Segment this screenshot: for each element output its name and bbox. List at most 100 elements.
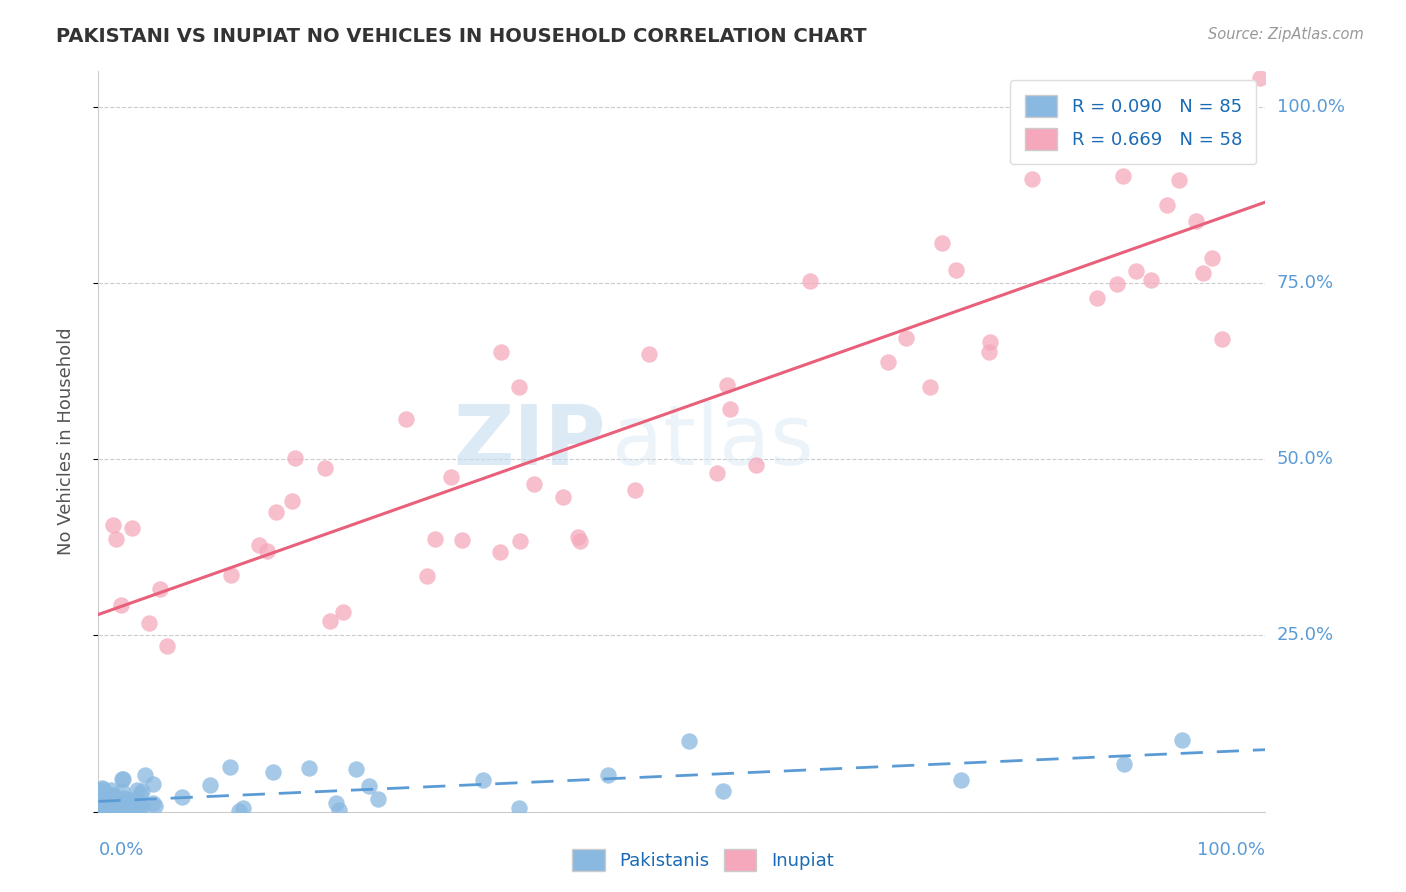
Point [101,518,124,533]
Point [624,483,647,497]
Point [93,789,115,803]
Point [1112,756,1135,771]
Point [918,379,941,393]
Point [142,797,165,811]
Point [523,477,546,491]
Point [100,788,122,802]
Point [97,793,120,807]
Point [1209,130,1232,145]
Point [711,783,734,797]
Point [228,804,250,818]
Point [148,582,170,596]
Point [231,801,253,815]
Point [1201,251,1223,265]
Text: 0.0%: 0.0% [98,841,143,859]
Point [416,569,439,583]
Text: Source: ZipAtlas.com: Source: ZipAtlas.com [1208,27,1364,42]
Point [94,798,117,813]
Point [97,796,120,810]
Point [894,330,917,344]
Point [121,521,143,535]
Point [112,790,135,805]
Point [799,274,821,288]
Point [142,777,165,791]
Point [678,734,700,748]
Point [121,800,143,814]
Point [472,772,495,787]
Point [105,532,128,546]
Point [170,789,193,804]
Point [247,538,270,552]
Point [90,799,112,814]
Point [131,783,153,797]
Point [156,639,179,653]
Point [1156,197,1178,211]
Text: 100.0%: 100.0% [1277,97,1344,116]
Point [111,794,134,808]
Point [567,530,589,544]
Text: ZIP: ZIP [454,401,606,482]
Point [94,804,117,818]
Point [114,792,136,806]
Point [110,802,132,816]
Point [127,783,149,797]
Point [344,762,367,776]
Point [100,782,122,797]
Point [1171,733,1194,747]
Point [93,797,115,812]
Point [110,797,132,812]
Point [509,533,531,548]
Point [103,788,125,802]
Point [89,785,111,799]
Point [110,599,132,613]
Point [91,795,114,809]
Point [93,794,115,808]
Point [262,764,284,779]
Point [103,805,125,819]
Point [143,798,166,813]
Point [129,800,152,814]
Point [104,801,127,815]
Point [451,533,474,547]
Point [280,493,302,508]
Y-axis label: No Vehicles in Household: No Vehicles in Household [56,327,75,556]
Point [1140,273,1163,287]
Point [332,606,354,620]
Point [105,803,128,817]
Point [256,544,278,558]
Point [111,772,134,786]
Point [93,805,115,819]
Text: 25.0%: 25.0% [1277,626,1334,644]
Text: 50.0%: 50.0% [1277,450,1333,468]
Point [1211,332,1233,346]
Point [1185,213,1208,227]
Text: PAKISTANI VS INUPIAT NO VEHICLES IN HOUSEHOLD CORRELATION CHART: PAKISTANI VS INUPIAT NO VEHICLES IN HOUS… [56,27,868,45]
Point [110,803,132,817]
Point [598,768,620,782]
Text: 75.0%: 75.0% [1277,274,1334,292]
Point [706,466,728,480]
Point [1085,291,1108,305]
Point [264,505,287,519]
Point [111,798,134,813]
Point [423,532,446,546]
Point [219,568,242,582]
Point [89,784,111,798]
Point [1105,277,1128,292]
Point [508,380,530,394]
Point [395,412,418,426]
Point [325,797,347,811]
Point [949,773,972,788]
Point [359,779,381,793]
Point [716,377,738,392]
Point [90,780,112,795]
Point [638,347,661,361]
Point [745,458,768,472]
Point [87,794,110,808]
Point [91,781,114,796]
Point [439,470,461,484]
Point [110,803,132,817]
Point [134,767,156,781]
Point [96,792,118,806]
Point [131,800,153,814]
